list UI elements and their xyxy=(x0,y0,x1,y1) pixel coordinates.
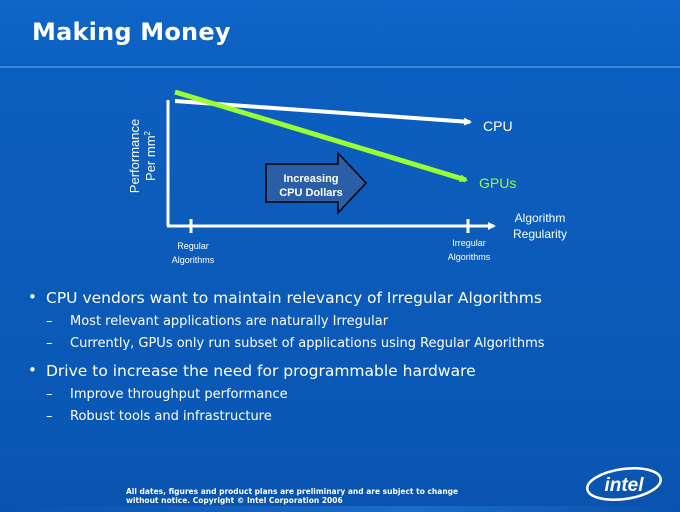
disclaimer: All dates, figures and product plans are… xyxy=(126,487,506,505)
gpu-label: GPUs xyxy=(479,175,516,191)
tick-label-regular-line2: Algorithms xyxy=(172,255,215,265)
increasing-cpu-dollars-arrow xyxy=(265,151,368,215)
tick-label-regular-line1: Regular xyxy=(177,241,209,251)
tick-label-irregular-line2: Algorithms xyxy=(448,252,491,262)
y-axis-label-line2: Per mm2 xyxy=(143,130,158,181)
sub-bullet-item: – Currently, GPUs only run subset of appl… xyxy=(28,335,668,353)
y-axis-label: Performance xyxy=(127,119,142,193)
footer-strip xyxy=(0,506,680,512)
bullet-item: Drive to increase the need for programma… xyxy=(28,360,668,381)
sub-bullet-text: Most relevant applications are naturally… xyxy=(70,314,389,329)
bullet-list: CPU vendors want to maintain relevancy o… xyxy=(28,284,668,426)
dash-marker: – xyxy=(46,336,53,351)
intel-logo: intel xyxy=(586,467,662,501)
sub-bullet-item: – Improve throughput performance xyxy=(28,386,668,404)
x-axis-label-line2: Regularity xyxy=(513,227,567,241)
x-axis-label-line1: Algorithm xyxy=(515,211,566,225)
performance-diagram: Performance Per mm2 CPU GPUs Increasing … xyxy=(127,89,567,265)
sub-bullet-text: Robust tools and infrastructure xyxy=(70,409,272,424)
dash-marker: – xyxy=(46,409,53,424)
bullet-item: CPU vendors want to maintain relevancy o… xyxy=(28,287,668,308)
slide-title: Making Money xyxy=(32,18,231,46)
disclaimer-line1: All dates, figures and product plans are… xyxy=(126,487,459,496)
sub-bullet-item: – Robust tools and infrastructure xyxy=(28,408,668,426)
sub-bullet-text: Currently, GPUs only run subset of appli… xyxy=(70,336,545,351)
title-bar xyxy=(0,0,680,66)
dash-marker: – xyxy=(46,387,53,402)
disclaimer-line2: without notice. Copyright © Intel Corpor… xyxy=(126,496,343,505)
title-divider xyxy=(0,66,680,68)
arrow-label-line1: Increasing xyxy=(283,173,338,185)
sub-bullet-text: Improve throughput performance xyxy=(70,387,288,402)
dash-marker: – xyxy=(46,314,53,329)
arrow-label-line2: CPU Dollars xyxy=(279,187,343,199)
cpu-label: CPU xyxy=(483,118,513,134)
logo-text: intel xyxy=(604,475,644,496)
gpu-line xyxy=(174,89,468,183)
tick-label-irregular-line1: Irregular xyxy=(452,238,486,248)
sub-bullet-item: – Most relevant applications are naturall… xyxy=(28,313,668,331)
footer-bar xyxy=(0,450,680,512)
